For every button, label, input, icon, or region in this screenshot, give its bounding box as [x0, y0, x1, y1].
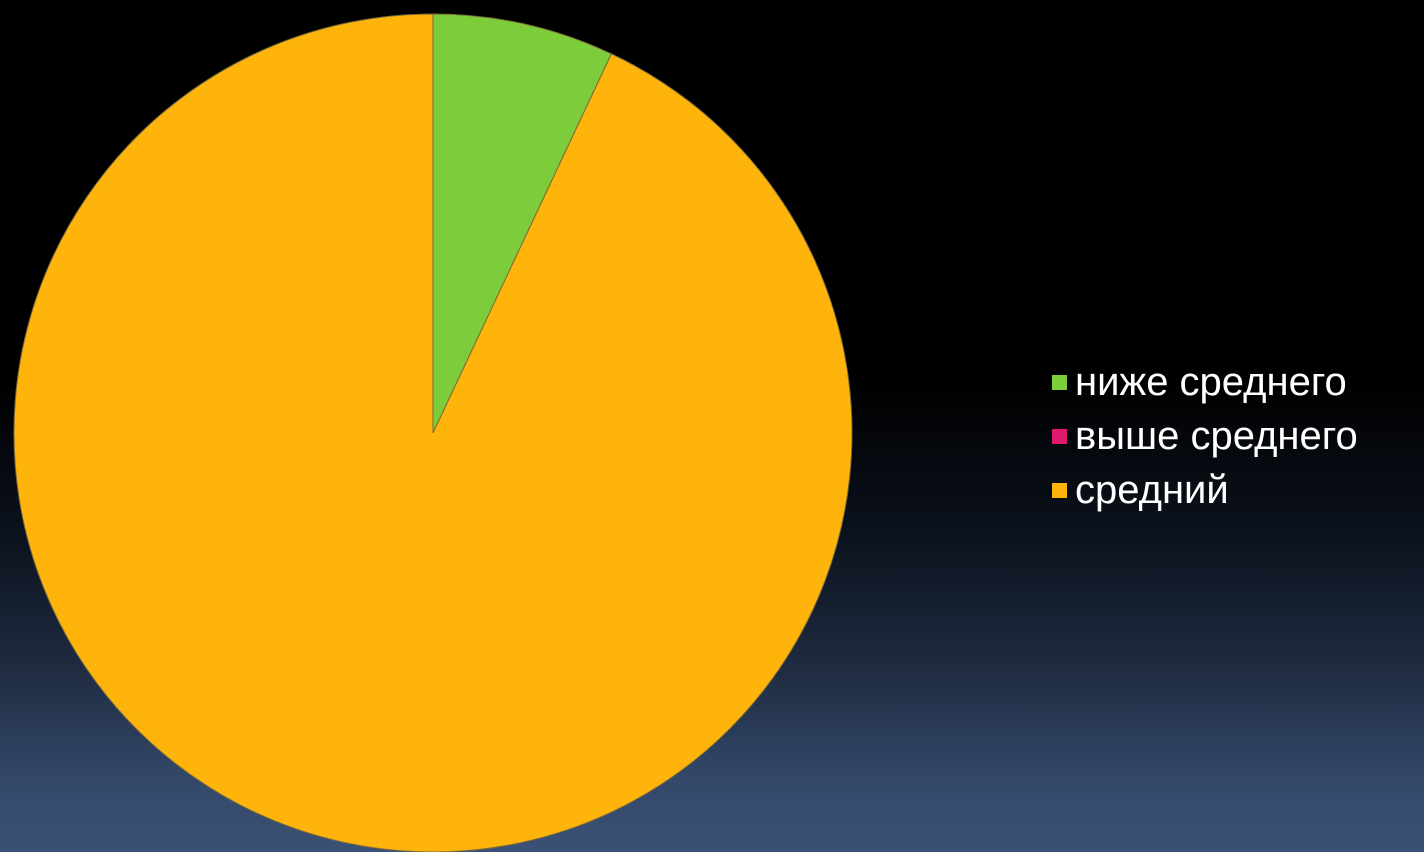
legend-swatch-below-average [1052, 374, 1067, 390]
chart-legend: ниже среднего выше среднего средний [1052, 355, 1358, 517]
legend-label-average: средний [1075, 468, 1229, 512]
legend-label-above-average: выше среднего [1075, 414, 1358, 458]
legend-label-below-average: ниже среднего [1075, 360, 1347, 404]
legend-item-above-average: выше среднего [1052, 409, 1358, 463]
legend-item-average: средний [1052, 463, 1358, 517]
legend-swatch-average [1052, 482, 1067, 498]
pie-slice-below-average [432, 13, 613, 434]
legend-swatch-above-average [1052, 428, 1067, 444]
pie-slice-average [13, 13, 853, 852]
legend-item-below-average: ниже среднего [1052, 355, 1358, 409]
pie-chart [13, 13, 853, 852]
